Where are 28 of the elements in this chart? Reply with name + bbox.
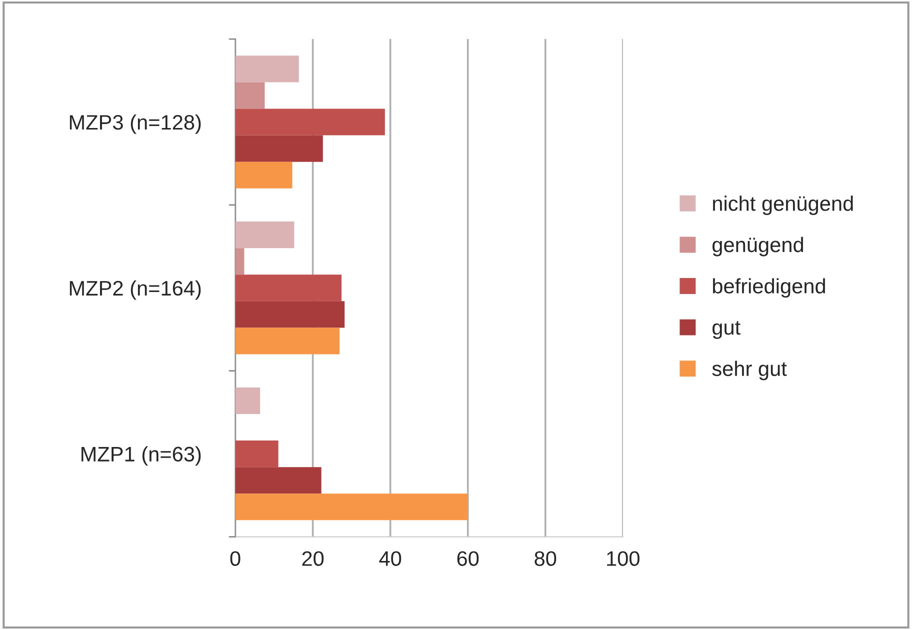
- x-tick-label: 100: [607, 551, 640, 566]
- bar: [235, 328, 340, 354]
- legend-label: sehr gut: [712, 360, 787, 380]
- x-tick-label: 60: [457, 551, 479, 566]
- legend-label: gut: [712, 321, 740, 339]
- legend-label: befriedigend: [713, 278, 825, 298]
- y-tick-label: MZP2 (n=164): [70, 280, 201, 300]
- bar: [235, 301, 345, 328]
- bar: [235, 274, 342, 302]
- x-tick-label: 0: [230, 551, 240, 566]
- bar: [235, 494, 468, 520]
- x-tick-label: 40: [379, 551, 402, 566]
- bar: [235, 56, 299, 82]
- y-tick-label: MZP1 (n=63): [82, 446, 201, 466]
- bar: [235, 467, 322, 494]
- bar: [235, 387, 260, 414]
- bar: [235, 440, 278, 468]
- bar: [235, 222, 294, 248]
- bar: [235, 162, 292, 188]
- x-tick-label: 20: [302, 551, 324, 566]
- legend-label: nicht genügend: [713, 196, 853, 216]
- bar: [235, 82, 265, 109]
- legend-label: genügend: [712, 236, 804, 256]
- y-tick-label: MZP3 (n=128): [70, 114, 201, 134]
- bar: [235, 135, 323, 162]
- bar: [235, 108, 385, 136]
- x-tick-label: 80: [534, 551, 556, 566]
- bar: [235, 248, 244, 275]
